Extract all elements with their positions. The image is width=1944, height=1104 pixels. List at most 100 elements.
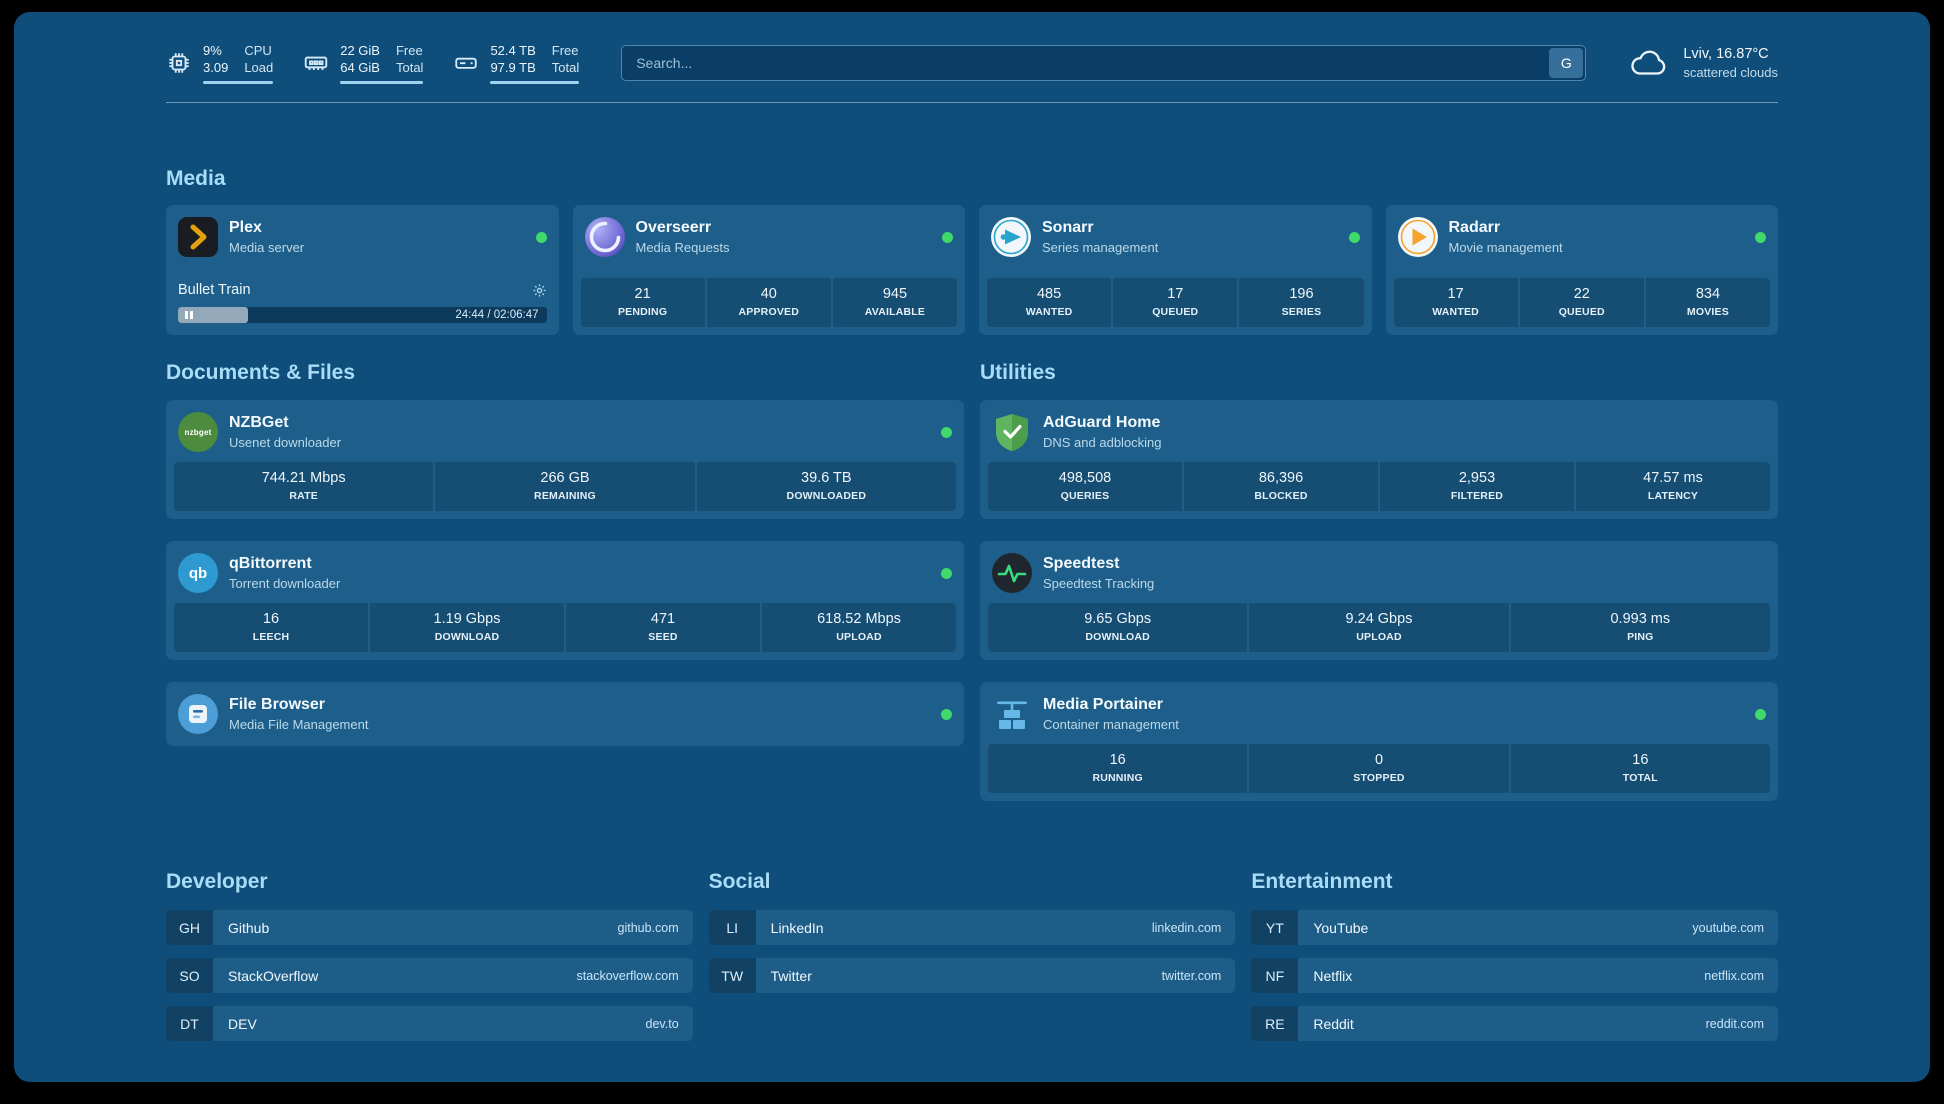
service-name: NZBGet [229,414,289,431]
plex-icon [178,217,218,257]
bookmark-name: DEV [228,1015,257,1032]
disk-icon [455,57,478,69]
stat-leech: 16 LEECH [174,603,368,652]
status-indicator [535,231,547,243]
stat-filtered: 2,953 FILTERED [1380,462,1574,511]
service-subtitle: Series management [1042,240,1159,255]
bookmark-domain: twitter.com [1161,968,1222,983]
bookmark-name: Netflix [1313,967,1353,984]
portainer-icon [992,694,1032,734]
stat-downloaded: 39.6 TB DOWNLOADED [696,462,956,511]
status-indicator [1755,231,1766,243]
pause-icon[interactable] [185,311,193,319]
speedtest-icon [992,553,1032,593]
topbar-divider [166,102,1778,103]
cpu-usage-bar [203,81,274,84]
bookmark-name: Reddit [1313,1015,1354,1032]
stat-queued: 22 QUEUED [1519,278,1644,327]
bookmark-twitter[interactable]: TW Twitter twitter.com [708,958,1236,994]
stat-seed: 471 SEED [566,603,760,652]
card-qbittorrent[interactable]: qb qBittorrent Torrent downloader 16 LEE… [166,541,964,660]
service-stats: 17 WANTED 22 QUEUED 834 MOVIES [1393,278,1771,327]
bookmark-domain: youtube.com [1692,920,1764,935]
card-speedtest[interactable]: Speedtest Speedtest Tracking 9.65 Gbps D… [980,541,1778,660]
bookmark-domain: dev.to [645,1016,679,1031]
service-name: qBittorrent [229,555,312,572]
stat-available: 945 AVAILABLE [832,278,958,327]
bookmark-linkedin[interactable]: LI LinkedIn linkedin.com [708,910,1236,946]
bookmark-name: Github [228,919,270,936]
card-sonarr[interactable]: Sonarr Series management 485 WANTED 17 Q… [979,205,1372,335]
service-name: AdGuard Home [1043,414,1161,431]
stat-download: 9.65 Gbps DOWNLOAD [988,603,1248,652]
stat-blocked: 86,396 BLOCKED [1184,462,1378,511]
service-stats: 16 RUNNING 0 STOPPED 16 TOTAL [988,744,1770,793]
bookmark-domain: netflix.com [1704,968,1764,983]
bookmark-stackoverflow[interactable]: SO StackOverflow stackoverflow.com [166,958,693,994]
bookmark-dev[interactable]: DT DEV dev.to [166,1006,693,1042]
card-radarr[interactable]: Radarr Movie management 17 WANTED 22 QUE… [1385,205,1778,335]
playback-progress-bar[interactable]: 24:44 / 02:06:47 [178,307,547,323]
memory-widget: 22 GiB 64 GiB Free Total [303,42,424,84]
bookmark-netflix[interactable]: NF Netflix netflix.com [1251,958,1778,994]
nzbget-icon: nzbget [178,412,218,452]
bookmark-abbr: YT [1251,910,1299,946]
stat-upload: 9.24 Gbps UPLOAD [1249,603,1509,652]
bookmark-domain: reddit.com [1705,1016,1764,1031]
card-portainer[interactable]: Media Portainer Container management 16 … [980,682,1778,801]
disk-widget: 52.4 TB 97.9 TB Free Total [453,42,580,84]
stat-stopped: 0 STOPPED [1249,744,1509,793]
service-name: Media Portainer [1043,696,1164,713]
service-name: Radarr [1448,219,1501,236]
filebrowser-icon [178,694,218,734]
card-plex[interactable]: Plex Media server Bullet Train [166,205,559,335]
status-indicator [941,426,952,438]
bookmark-github[interactable]: GH Github github.com [166,910,693,946]
bookmark-name: LinkedIn [770,919,824,936]
card-nzbget[interactable]: nzbget NZBGet Usenet downloader 744.21 M… [166,400,964,519]
cpu-values: 9% 3.09 [203,43,229,75]
service-stats: 498,508 QUERIES 86,396 BLOCKED 2,953 FIL… [988,462,1770,511]
card-filebrowser[interactable]: File Browser Media File Management [166,682,964,746]
card-adguard[interactable]: AdGuard Home DNS and adblocking 498,508 … [980,400,1778,519]
status-indicator [941,708,952,720]
cpu-icon [169,53,189,73]
bookmarks-area: Developer GH Github github.com SO StackO… [166,853,1778,1042]
service-stats: 21 PENDING 40 APPROVED 945 AVAILABLE [580,278,958,327]
weather-widget: Lviv, 16.87°C scattered clouds [1628,46,1778,80]
bookmark-abbr: RE [1251,1006,1299,1042]
sonarr-icon [991,217,1031,257]
section-title-utilities: Utilities [980,361,1056,384]
disk-labels: Free Total [551,43,580,75]
card-overseerr[interactable]: Overseerr Media Requests 21 PENDING 40 A… [572,205,965,335]
two-column-area: Documents & Files nzbget NZBGet Usenet d… [166,361,1778,801]
service-stats: 9.65 Gbps DOWNLOAD 9.24 Gbps UPLOAD 0.99… [988,603,1770,652]
disk-values: 52.4 TB 97.9 TB [490,43,536,75]
service-subtitle: Usenet downloader [229,435,342,450]
service-name: Plex [229,219,262,236]
bookmark-reddit[interactable]: RE Reddit reddit.com [1251,1006,1778,1042]
bookmark-youtube[interactable]: YT YouTube youtube.com [1251,910,1778,946]
gear-icon[interactable] [532,283,547,298]
bookmark-name: YouTube [1313,919,1369,936]
utilities-column: Utilities AdGuard Home D [980,361,1778,801]
search-input[interactable] [621,45,1587,81]
weather-location: Lviv, 16.87°C [1683,46,1769,62]
stat-approved: 40 APPROVED [706,278,831,327]
service-name: Sonarr [1042,219,1094,236]
overseerr-icon [584,217,625,257]
search-provider-button[interactable]: G [1549,48,1584,78]
service-subtitle: Media File Management [229,717,369,732]
bookmark-abbr: TW [708,958,756,994]
section-title-social: Social [708,870,771,894]
service-subtitle: Media Requests [635,240,730,255]
cloud-icon [1631,50,1666,75]
resource-widgets: 9% 3.09 CPU Load [166,42,580,84]
bookmark-group-social: Social LI LinkedIn linkedin.com TW Twitt… [708,853,1236,1041]
service-name: File Browser [229,696,326,713]
bookmark-abbr: NF [1251,958,1299,994]
stat-movies: 834 MOVIES [1645,278,1771,327]
service-subtitle: Media server [229,240,305,255]
section-title-developer: Developer [166,870,268,894]
bookmark-domain: linkedin.com [1151,920,1222,935]
